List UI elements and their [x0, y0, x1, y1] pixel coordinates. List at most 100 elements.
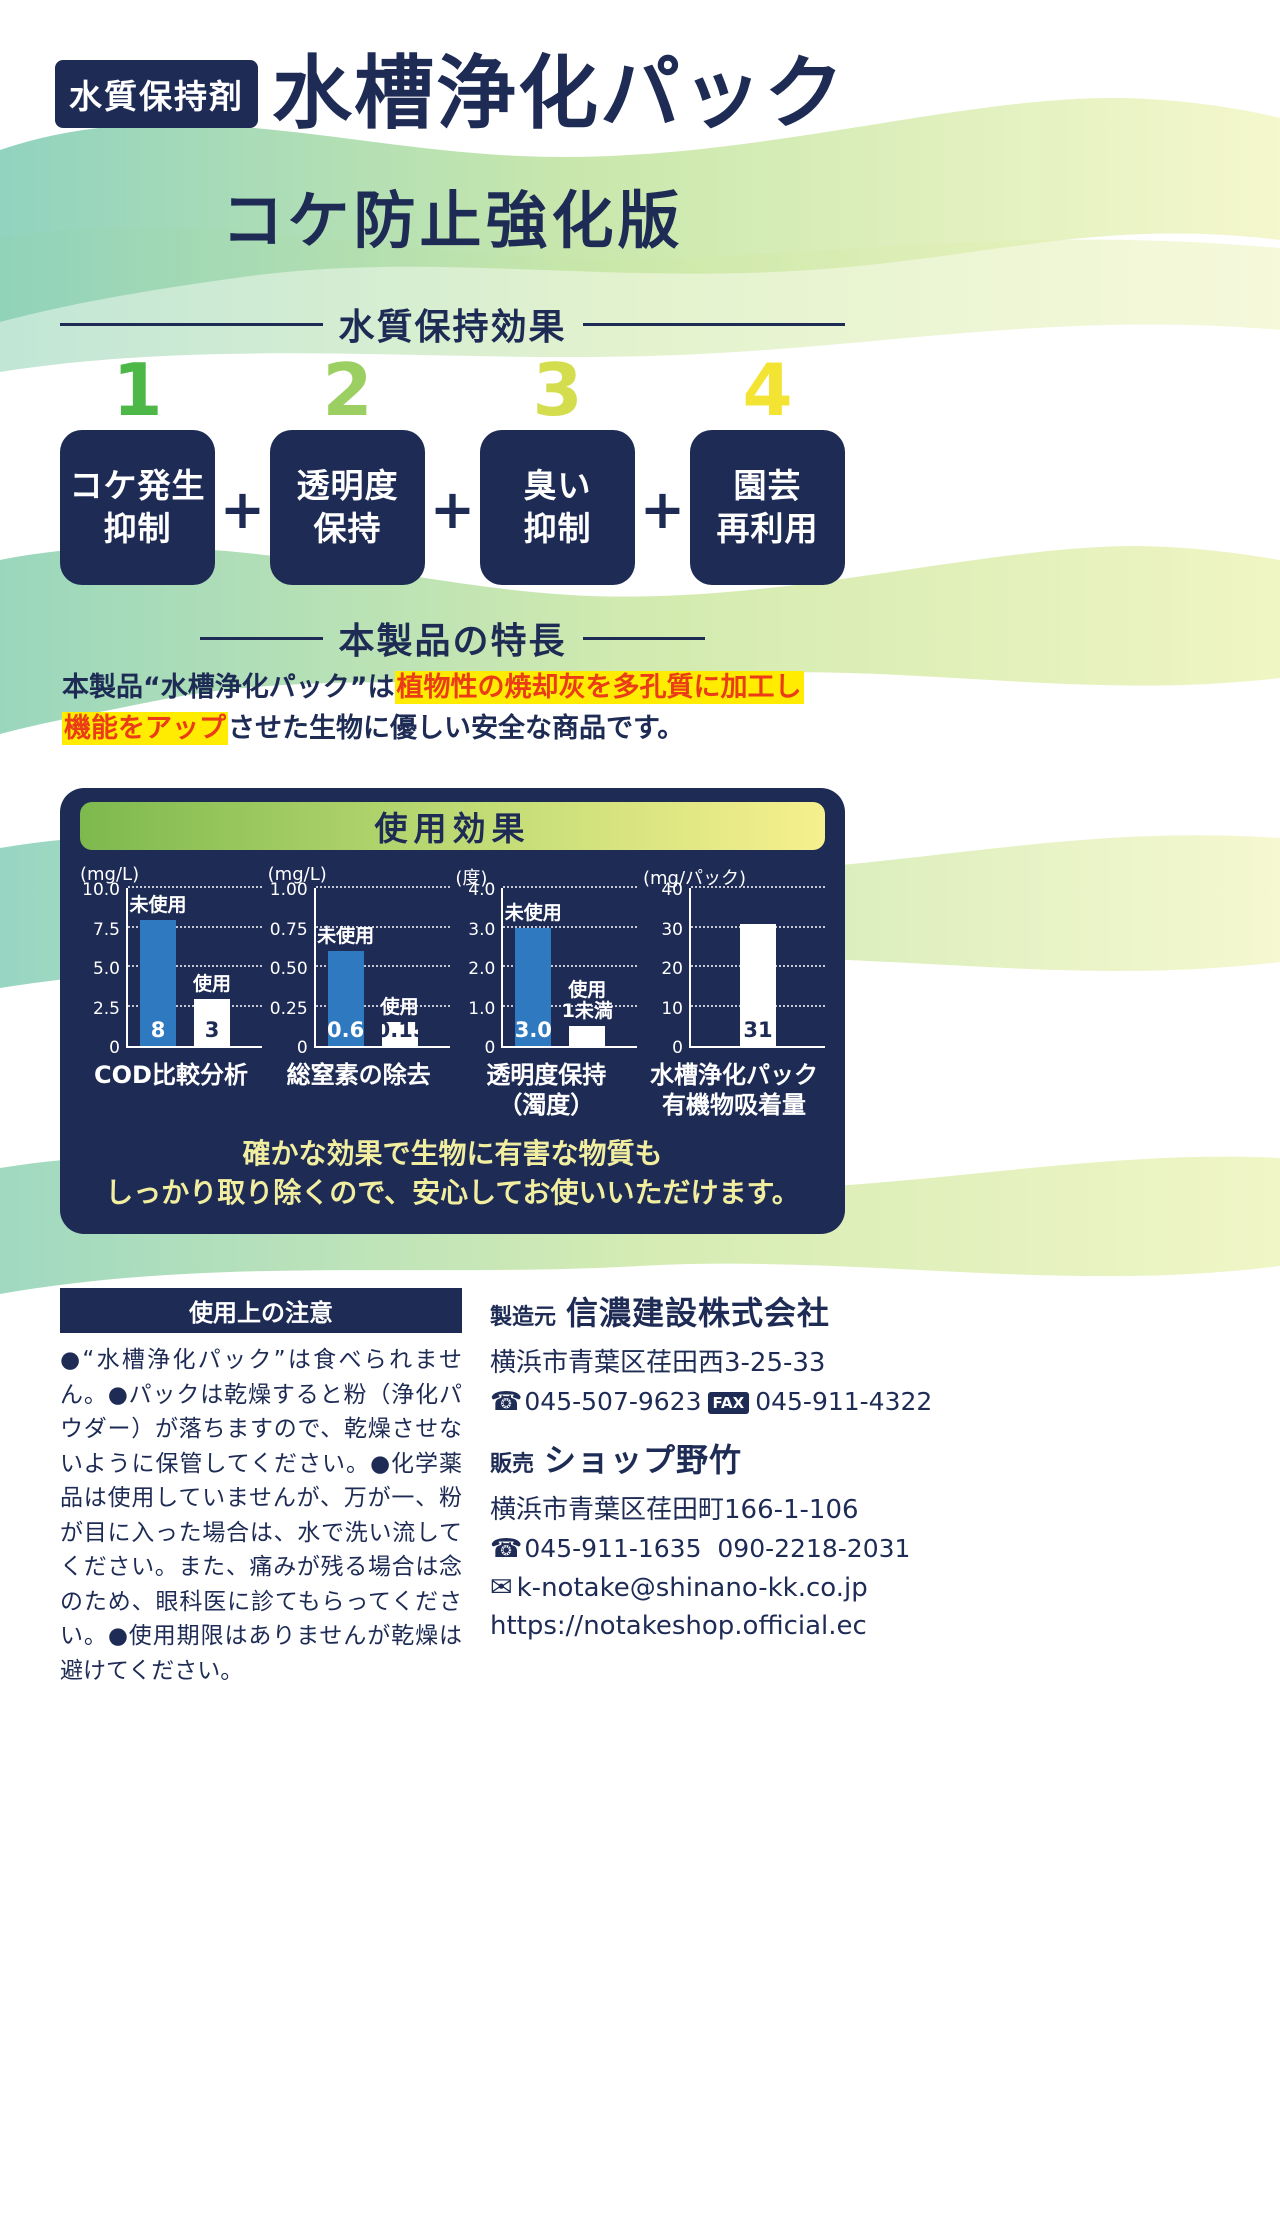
chart-title: 水槽浄化パック 有機物吸着量: [649, 1061, 818, 1119]
bar-value: 3.0: [514, 1018, 552, 1042]
section-heading-effects: 水質保持効果: [60, 298, 846, 350]
y-tick-label: 7.5: [92, 919, 120, 940]
bar-value: 0.15: [375, 1018, 428, 1042]
plus-sign: +: [219, 478, 266, 541]
usage-effects-heading: 使用効果: [80, 802, 825, 850]
bar-chart: (度) 4.0 3.0 2.0 1.0 0 未使用 3.0 使用 1未満透明度保持 （濁度）: [455, 864, 638, 1120]
phone-icon: ☎: [490, 1387, 523, 1417]
y-tick-label: 4.0: [468, 880, 496, 900]
heading-line: [200, 636, 323, 640]
effect-item-odor-control: 3 臭い 抑制: [480, 352, 635, 585]
spacer: [490, 1417, 880, 1435]
effects-heading-text: 水質保持効果: [338, 307, 567, 348]
maker-row: 製造元 信濃建設株式会社: [490, 1288, 880, 1334]
chart-unit-label: (mg/L): [80, 864, 140, 885]
bar-label: 使用 1未満: [561, 978, 613, 1023]
chart-title: COD比較分析: [94, 1061, 248, 1089]
section-heading-features: 本製品の特長: [200, 612, 706, 664]
y-tick-label: 2.0: [468, 959, 496, 979]
y-tick-label: 2.5: [92, 998, 120, 1019]
gridline: [315, 965, 450, 967]
fax-icon: FAX: [707, 1392, 750, 1414]
maker-tel-line: ☎045-507-9623 FAX 045-911-4322: [490, 1387, 932, 1417]
heading-line: [60, 322, 323, 326]
chart-bar: 未使用 0.6: [317, 926, 374, 1046]
bar-value: 3: [204, 1018, 220, 1042]
chart-unit-label: (mg/パック): [642, 868, 747, 889]
effect-label-line: 抑制: [103, 508, 172, 548]
bar-chart: (mg/L) 10.0 7.5 5.0 2.5 0 未使用 8 使用 3 COD比較分析: [80, 864, 262, 1120]
usage-effects-panel: 使用効果 (mg/L) 10.0 7.5 5.0 2.5 0 未使用 8 使用 3 COD比較分析(…: [60, 788, 845, 1234]
chart-bar: 使用 1未満: [562, 979, 613, 1046]
y-tick-label: 3.0: [468, 919, 496, 940]
gridline: [503, 886, 638, 888]
y-tick-label: 40: [661, 880, 683, 900]
y-tick-label: 0: [109, 1038, 120, 1058]
seller-tel2: 090-2218-2031: [717, 1534, 911, 1563]
y-tick-label: 1.0: [468, 998, 496, 1019]
charts-row: (mg/L) 10.0 7.5 5.0 2.5 0 未使用 8 使用 3 COD比較分析 (mg/L)…: [80, 864, 825, 1120]
heading-line: [582, 322, 846, 326]
gridline: [503, 965, 638, 967]
seller-name: ショップ野竹: [544, 1441, 743, 1479]
bar-label: 未使用: [504, 901, 562, 924]
gridline: [128, 886, 262, 888]
y-tick-label: 0.50: [269, 959, 308, 979]
effect-label-line: コケ発生: [69, 465, 206, 505]
effect-label-line: 園芸: [733, 465, 802, 505]
gridline: [315, 1004, 450, 1007]
product-type-badge: 水質保持剤: [55, 60, 258, 128]
effects-row: 1 コケ発生 抑制 + 2 透明度 保持 + 3 臭い 抑制: [60, 352, 845, 585]
chart-unit-label: (度): [455, 868, 488, 889]
bar-chart: (mg/パック) 40 30 20 10 0 31 水槽浄化パック 有機物吸着量: [643, 864, 825, 1120]
bar-label: 未使用: [317, 925, 375, 948]
y-tick-label: 0: [296, 1038, 308, 1058]
bar-value: 8: [150, 1018, 166, 1042]
features-text-segment: 本製品“水槽浄化パック”は: [62, 672, 395, 703]
chart-plot-area: 4.0 3.0 2.0 1.0 0 未使用 3.0 使用 1未満: [455, 880, 638, 1058]
seller-tel: 045-911-1635: [524, 1534, 702, 1563]
y-tick-label: 0: [672, 1038, 683, 1058]
y-tick-label: 10.0: [82, 880, 120, 900]
email-address: k-notake@shinano-kk.co.jp: [516, 1573, 868, 1603]
seller-tel-line: ☎045-911-1635 090-2218-2031: [490, 1534, 910, 1564]
shop-url: https://notakeshop.official.ec: [490, 1611, 867, 1641]
gridline: [315, 886, 450, 888]
effect-label-line: 抑制: [523, 508, 592, 548]
y-tick-label: 20: [661, 959, 683, 979]
caution-heading: 使用上の注意: [60, 1288, 462, 1333]
y-tick-label: 1.00: [269, 880, 308, 900]
effect-item-moss-control: 1 コケ発生 抑制: [60, 352, 215, 585]
chart-bar: 31: [739, 923, 776, 1046]
effect-box: 園芸 再利用: [690, 430, 845, 585]
bar-label: 未使用: [129, 893, 187, 916]
chart-bar: 未使用 8: [129, 894, 187, 1046]
effect-box: 臭い 抑制: [480, 430, 635, 585]
effect-number: 3: [532, 348, 583, 432]
plus-sign: +: [639, 478, 686, 541]
seller-row: 販売 ショップ野竹: [490, 1435, 880, 1481]
features-text-segment: させた生物に優しい安全な商品です。: [228, 712, 685, 744]
effect-item-garden-reuse: 4 園芸 再利用: [690, 352, 845, 585]
gridline: [503, 1004, 638, 1007]
features-description: 本製品“水槽浄化パック”は植物性の焼却灰を多孔質に加工し 機能をアップさせた生物…: [62, 668, 852, 749]
bar-label: 使用: [192, 972, 232, 995]
seller-label: 販売: [490, 1452, 535, 1477]
features-highlight: 植物性の焼却灰を多孔質に加工し: [394, 671, 804, 704]
heading-line: [582, 636, 706, 640]
chart-y-axis: 4.0 3.0 2.0 1.0 0: [455, 880, 501, 1058]
plus-sign: +: [429, 478, 476, 541]
gridline: [503, 925, 638, 928]
product-title: 水槽浄化パック: [272, 47, 846, 140]
bar-chart: (mg/L) 1.00 0.75 0.50 0.25 0 未使用 0.6 使用 0.15 総窒素の除…: [268, 864, 450, 1120]
effect-label-line: 透明度: [296, 465, 399, 505]
bar-value: 0.6: [327, 1018, 365, 1042]
effect-label-line: 保持: [313, 508, 382, 548]
effect-box: 透明度 保持: [270, 430, 425, 585]
chart-plot-area: 40 30 20 10 0 31: [643, 880, 825, 1058]
y-tick-label: 0: [484, 1038, 496, 1058]
chart-title: 透明度保持 （濁度）: [486, 1061, 607, 1119]
note-line: しっかり取り除くので、安心してお使いいただけます。: [105, 1176, 800, 1210]
